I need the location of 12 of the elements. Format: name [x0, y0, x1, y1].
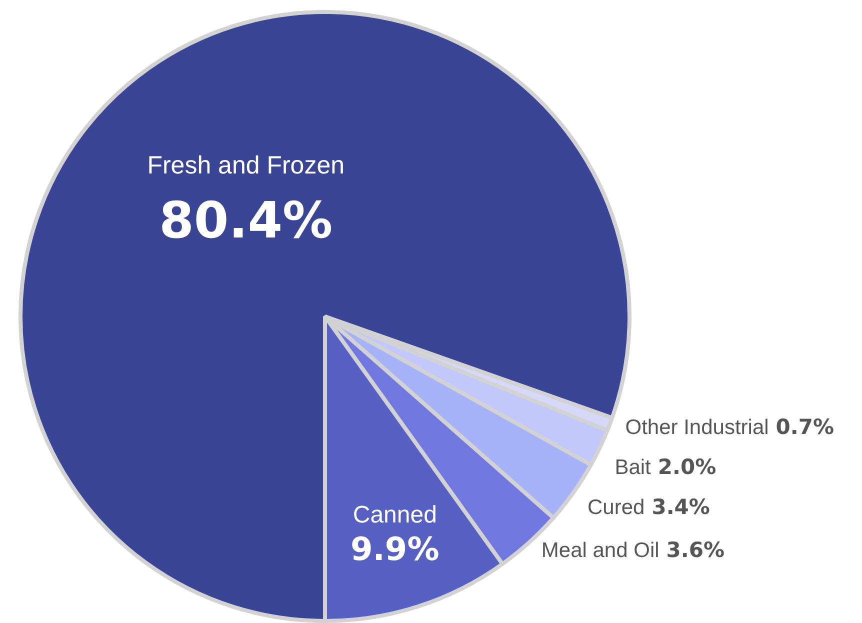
- slice-label: Bait: [614, 456, 652, 480]
- slice-label: Canned: [352, 502, 437, 529]
- data-label: 3.4%: [652, 494, 710, 519]
- data-label: 80.4%: [159, 192, 333, 250]
- data-label: 3.6%: [666, 538, 725, 562]
- slice-label: Cured: [588, 496, 645, 520]
- slice-label: Fresh and Frozen: [147, 152, 345, 180]
- data-label: 9.9%: [350, 530, 440, 568]
- slice-label: Other Industrial: [625, 416, 769, 440]
- data-label: 2.0%: [658, 454, 716, 479]
- slice-label: Meal and Oil: [541, 539, 660, 562]
- data-label: 0.7%: [776, 414, 834, 439]
